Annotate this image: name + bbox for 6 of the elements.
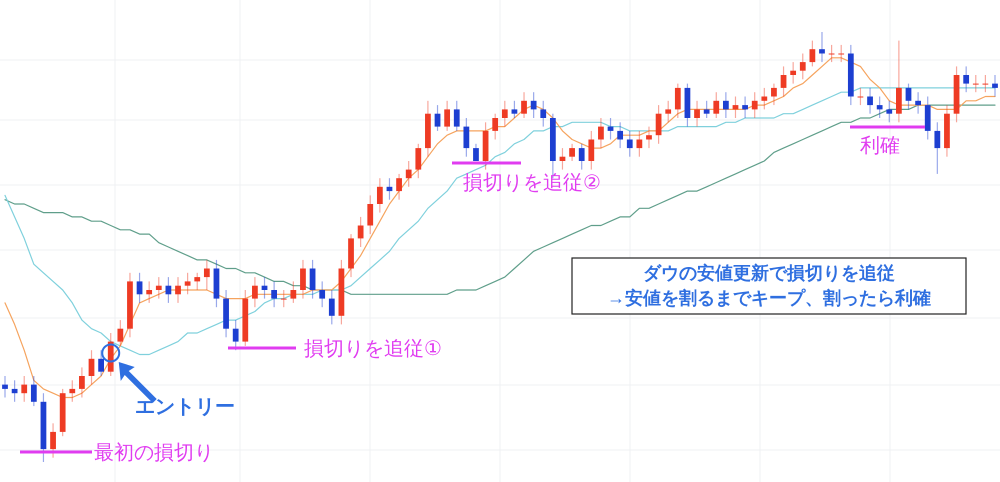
annotation: 損切りを追従① xyxy=(304,338,442,360)
annotation: エントリー xyxy=(135,396,235,418)
annotation: 最初の損切り xyxy=(94,442,214,464)
annotation: 利確 xyxy=(860,135,900,157)
annotation: ダウの安値更新で損切りを追従 →安値を割るまでキープ、割ったら利確 xyxy=(607,263,931,308)
annotation: 損切りを追従② xyxy=(463,172,601,194)
